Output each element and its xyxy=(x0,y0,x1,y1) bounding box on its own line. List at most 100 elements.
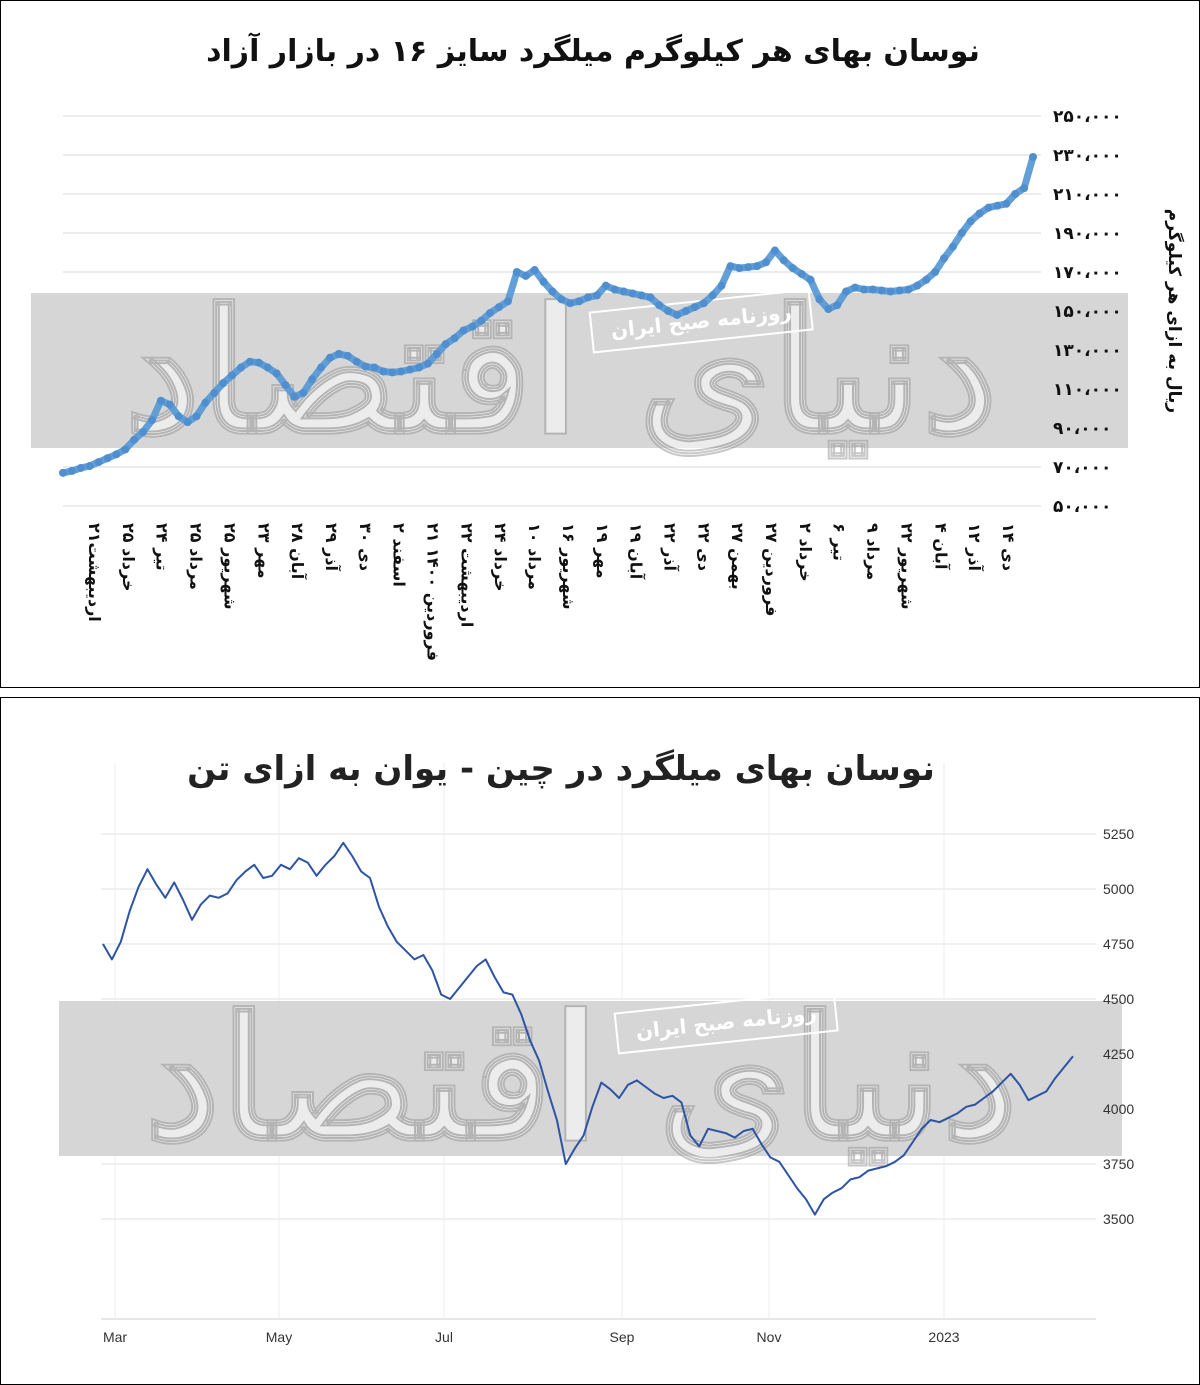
data-point xyxy=(495,303,504,312)
data-point xyxy=(762,258,771,267)
data-point xyxy=(717,281,726,290)
y-axis-ticks: 5250 5000 4750 4500 4250 4000 3750 3500 xyxy=(1103,826,1134,1227)
data-point xyxy=(886,287,895,296)
data-point xyxy=(1002,199,1011,208)
data-point xyxy=(308,375,317,384)
data-point xyxy=(423,359,432,368)
x-tick-label: ۲۲ اردیبهشت xyxy=(457,523,476,627)
x-tick-label: ۹ مرداد xyxy=(864,523,883,580)
data-point xyxy=(539,277,548,286)
data-point xyxy=(966,217,975,226)
y-tick-label: ۱۷۰،۰۰۰ xyxy=(1053,263,1122,283)
x-tick-label: ۱۶ شهریور xyxy=(559,523,578,610)
x-tick-label: ۲۴ تیر xyxy=(153,523,172,571)
rebar-china-chart-panel: دنیای اقتصاد روزنامه صبح ایران 5250 5000 4… xyxy=(0,697,1200,1385)
data-point xyxy=(201,398,210,407)
data-point xyxy=(263,363,272,372)
data-point xyxy=(904,285,913,294)
data-point xyxy=(183,418,192,427)
data-point xyxy=(646,293,655,302)
data-point xyxy=(59,468,67,477)
y-tick-label: 4250 xyxy=(1103,1046,1134,1062)
x-tick-label: ۲ خرداد xyxy=(796,523,815,582)
x-tick-label: ۲۲ آذر xyxy=(660,523,680,572)
data-point xyxy=(130,435,139,444)
data-point xyxy=(877,286,886,295)
x-tick-label: ۲ اسفند xyxy=(390,523,409,587)
x-tick-label: ۲۵ شهریور xyxy=(220,523,239,610)
rebar-iran-chart-panel: دنیای اقتصاد روزنامه صبح ایران ۲۵۰،۰۰۰ ۲۳… xyxy=(0,0,1200,688)
data-point xyxy=(726,262,735,271)
watermark-band xyxy=(59,1001,1122,1156)
data-point xyxy=(219,379,228,388)
data-point xyxy=(228,371,237,380)
data-point xyxy=(1011,190,1020,198)
data-point xyxy=(352,357,361,366)
x-tick-label: ۲۲ دی xyxy=(694,523,713,571)
x-tick-label: Nov xyxy=(757,1329,782,1345)
y-tick-label: 5250 xyxy=(1103,826,1134,842)
x-tick-label: ۲۱ فروردین ۱۴۰۰ xyxy=(424,523,443,661)
data-point xyxy=(584,293,593,302)
data-point xyxy=(601,281,610,290)
x-tick-label: ۲۸ آبان xyxy=(288,523,308,580)
data-point xyxy=(379,367,388,376)
data-point xyxy=(512,268,521,276)
data-point xyxy=(174,412,183,421)
data-point xyxy=(85,462,94,471)
watermark-band xyxy=(31,293,1128,448)
data-point xyxy=(824,305,833,314)
data-point xyxy=(1029,152,1037,161)
data-point xyxy=(147,416,156,425)
data-point xyxy=(1020,184,1029,193)
data-point xyxy=(441,340,450,349)
y-tick-label: 4000 xyxy=(1103,1101,1134,1117)
data-point xyxy=(690,303,699,312)
data-point xyxy=(984,203,993,212)
x-axis-ticks: ۲۱اردیبهشت ۲۵ خرداد ۲۴ تیر ۲۵ مرداد ۲۵ شهریو… xyxy=(85,523,1018,661)
data-point xyxy=(975,209,984,218)
x-tick-label: Mar xyxy=(103,1329,127,1345)
data-point xyxy=(272,369,281,378)
data-point xyxy=(343,351,352,360)
data-point xyxy=(245,357,254,366)
y-tick-label: ۱۹۰،۰۰۰ xyxy=(1053,224,1122,244)
data-point xyxy=(913,281,922,290)
x-tick-label: ۶ تیر xyxy=(830,523,849,561)
x-tick-label: ۱۹ مهر xyxy=(593,523,612,579)
x-tick-label: ۲۳ مهر xyxy=(254,523,273,579)
y-tick-label: ۱۵۰،۰۰۰ xyxy=(1053,302,1122,322)
data-point xyxy=(868,285,877,294)
data-point xyxy=(325,353,334,362)
y-tick-label: ۲۳۰،۰۰۰ xyxy=(1053,146,1122,166)
y-tick-label: ۱۳۰،۰۰۰ xyxy=(1053,341,1122,361)
rebar-iran-chart: دنیای اقتصاد روزنامه صبح ایران ۲۵۰،۰۰۰۲۳… xyxy=(31,32,1185,661)
y-tick-label: ۱۱۰،۰۰۰ xyxy=(1053,380,1122,400)
x-tick-label: ۱۲ آذر xyxy=(965,523,985,572)
data-point xyxy=(112,450,121,459)
data-point xyxy=(699,299,708,308)
data-point xyxy=(139,427,148,436)
data-point xyxy=(948,242,957,251)
watermark-logo: دنیای اقتصاد xyxy=(144,979,1017,1179)
data-point xyxy=(637,291,646,300)
data-point xyxy=(753,262,762,271)
data-point xyxy=(486,308,495,317)
data-point xyxy=(290,392,299,401)
x-tick-label: ۲۲ شهریور xyxy=(897,523,916,610)
y-axis-ticks: ۲۵۰،۰۰۰ ۲۳۰،۰۰۰ ۲۱۰،۰۰۰ ۱۹۰،۰۰۰ ۱۷۰،۰۰۰ ۱۵۰،۰… xyxy=(1053,107,1122,517)
data-point xyxy=(254,358,263,367)
data-point xyxy=(681,307,690,315)
x-tick-label: ۱۹ آبان xyxy=(627,523,647,580)
x-tick-label: ۲۵ مرداد xyxy=(187,523,206,590)
data-point xyxy=(610,285,619,294)
data-point xyxy=(165,400,174,409)
data-point xyxy=(859,285,868,294)
data-point xyxy=(779,256,788,265)
x-tick-label: ۲۷ بهمن xyxy=(728,523,747,590)
data-point xyxy=(708,291,717,300)
data-point xyxy=(334,349,343,358)
data-point xyxy=(432,349,441,358)
data-point xyxy=(619,287,628,296)
x-tick-label: ۲۹ آذر xyxy=(322,523,342,572)
